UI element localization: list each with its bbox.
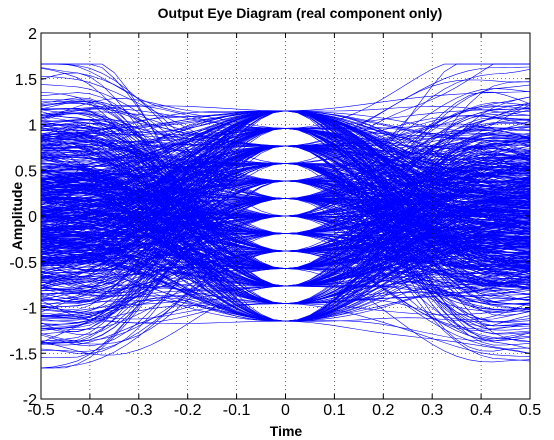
eye-trace	[41, 111, 530, 246]
eye-trace	[41, 197, 530, 305]
chart-title: Output Eye Diagram (real component only)	[158, 5, 443, 21]
x-tick-label: 0.2	[372, 402, 394, 419]
y-tick-label: -0.5	[9, 255, 37, 272]
y-tick-label: -1.5	[9, 346, 37, 363]
x-tick-label: 0	[281, 402, 290, 419]
y-tick-label: -1	[23, 301, 37, 318]
y-tick-label: 2	[28, 26, 37, 43]
grid-layer	[41, 33, 530, 399]
traces-layer	[41, 63, 530, 369]
y-tick-label: 0	[28, 209, 37, 226]
x-axis-title: Time	[270, 423, 303, 439]
eye-trace	[41, 127, 530, 280]
y-tick-label: 1	[28, 118, 37, 135]
eye-trace	[41, 63, 530, 275]
y-tick-label: 1.5	[15, 72, 37, 89]
eye-trace	[41, 188, 530, 252]
x-tick-label: -0.5	[27, 402, 55, 419]
eye-trace	[41, 141, 530, 238]
x-tick-label: -0.4	[76, 402, 104, 419]
x-tick-label: 0.3	[421, 402, 443, 419]
x-tick-label: -0.1	[223, 402, 251, 419]
x-tick-label: 0.1	[323, 402, 345, 419]
x-tick-label: 0.4	[470, 402, 492, 419]
y-tick-label: 0.5	[15, 163, 37, 180]
x-tick-label: -0.3	[125, 402, 153, 419]
ticks-layer: -0.5 -0.4 -0.3 -0.2 -0.1 0 0.1 0.2 0.3 0.4 0.5 2 1.5…	[9, 26, 541, 419]
eye-trace	[41, 110, 530, 213]
y-axis-title: Amplitude	[9, 182, 25, 251]
y-tick-label: -2	[23, 392, 37, 409]
x-tick-label: 0.5	[519, 402, 541, 419]
eye-trace	[41, 163, 530, 277]
x-tick-label: -0.2	[174, 402, 202, 419]
